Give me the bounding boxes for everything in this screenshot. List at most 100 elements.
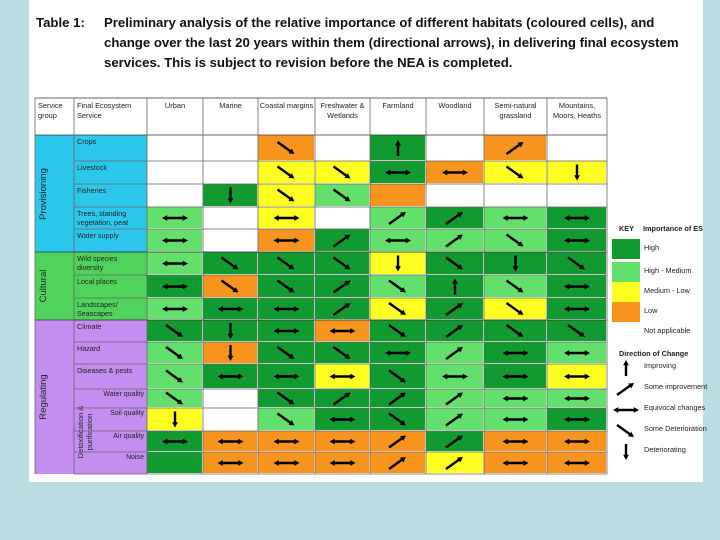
cell-soil-quality-woodland [426,408,484,431]
arrow-both-icon [564,416,590,423]
cell-noise-mountains-moors-heaths [547,452,607,474]
key-arrow-down-icon [623,444,629,460]
arrow-both-icon [502,373,529,380]
cell-water-supply-freshwater-wetlands [315,229,370,252]
key-direction-label-deteriorating: Deteriorating [644,445,686,454]
cell-livestock-semi-natural-grassland [484,161,547,184]
arrow-down-right-icon [505,279,524,293]
arrow-up-right-icon [388,212,406,225]
cell-diseases-pests-freshwater-wetlands [315,364,370,389]
cell-climate-coastal-margins [258,320,315,342]
service-label-fisheries: Fisheries [77,186,107,195]
service-label-trees-standing-vegetation-peat: Trees, standing vegetation, peat [77,209,129,227]
cell-crops-marine [203,135,258,161]
group-label-detoxification: Detoxification & purification [76,405,94,458]
arrow-both-icon [564,215,590,221]
cell-water-quality-mountains-moors-heaths [547,389,607,408]
cell-water-quality-semi-natural-grassland [484,389,547,408]
arrow-up-right-icon [445,392,463,406]
cell-hazard-freshwater-wetlands [315,342,370,364]
arrow-both-icon [329,438,356,445]
header-habitat-semi-natural-grassland: Semi-natural grassland [494,101,537,120]
cell-wild-species-diversity-urban [147,252,203,275]
cell-air-quality-urban [147,431,203,452]
group-label-regulating: Regulating [38,374,49,420]
group-regulating [35,320,74,474]
arrow-down-right-icon [220,279,239,293]
arrow-down-right-icon [388,302,406,315]
arrow-both-icon [162,306,188,312]
cell-hazard-woodland [426,342,484,364]
service-cell-fisheries [74,184,147,207]
header-service-group: Service group [38,101,63,120]
arrow-down-icon [227,345,234,361]
arrow-down-right-icon [165,391,183,405]
cell-water-quality-freshwater-wetlands [315,389,370,408]
arrow-down-right-icon [567,324,585,337]
arrow-up-icon [395,140,401,156]
arrow-down-icon [512,255,519,272]
cell-diseases-pests-mountains-moors-heaths [547,364,607,389]
cell-soil-quality-marine [203,408,258,431]
cell-livestock-mountains-moors-heaths [547,161,607,184]
cell-local-places-mountains-moors-heaths [547,275,607,298]
service-label-noise: Noise [126,454,144,461]
header-habitat-farmland: Farmland [382,101,414,110]
cell-air-quality-marine [203,431,258,452]
cell-crops-woodland [426,135,484,161]
cell-water-supply-woodland [426,229,484,252]
cell-trees-standing-vegetation-peat-coastal-margins [258,207,315,229]
service-cell-climate [74,320,147,342]
table-title-label: Table 1: [36,15,85,30]
arrow-down-right-icon [388,369,406,383]
service-cell-trees-standing-vegetation-peat [74,207,147,229]
arrow-both-icon [502,395,529,402]
service-label-air-quality: Air quality [113,433,144,440]
arrow-both-icon [162,237,188,244]
cell-wild-species-diversity-freshwater-wetlands [315,252,370,275]
arrow-down-right-icon [505,233,524,247]
key-direction-label-some-deterioration: Some Deterioration [644,424,707,433]
arrow-down-right-icon [505,165,524,179]
arrow-both-icon [502,350,529,356]
arrow-both-icon [162,260,188,267]
arrow-both-icon [273,306,300,312]
key-title: KEY [619,224,635,233]
key-swatch-medium-low [612,282,640,302]
cell-water-supply-semi-natural-grassland [484,229,547,252]
arrow-up-right-icon [388,457,406,470]
service-cell-livestock [74,161,147,184]
table-title-text: Preliminary analysis of the relative imp… [104,15,679,70]
cell-hazard-marine [203,342,258,364]
arrow-down-icon [574,164,580,181]
arrow-up-right-icon [332,280,351,294]
group-label-cultural: Cultural [38,269,49,303]
arrow-down-right-icon [445,256,463,270]
arrow-down-icon [395,255,401,272]
cell-air-quality-coastal-margins [258,431,315,452]
arrow-down-right-icon [276,279,295,293]
key-direction-label-some-improvement: Some improvement [644,382,708,391]
cell-landscapes-seascapes-marine [203,298,258,320]
cell-water-supply-farmland [370,229,426,252]
cell-wild-species-diversity-woodland [426,252,484,275]
key-direction-title: Direction of Change [619,349,689,358]
cell-fisheries-marine [203,184,258,207]
cell-water-quality-woodland [426,389,484,408]
arrow-both-icon [502,215,529,221]
cell-local-places-urban [147,275,203,298]
cell-trees-standing-vegetation-peat-semi-natural-grassland [484,207,547,229]
service-cell-crops [74,135,147,161]
arrow-down-right-icon [220,256,239,270]
cell-local-places-marine [203,275,258,298]
arrow-up-right-icon [505,142,524,155]
arrow-both-icon [329,460,356,466]
key-swatch-high-medium [612,262,640,282]
cell-hazard-farmland [370,342,426,364]
arrow-up-right-icon [332,234,351,248]
service-label-climate: Climate [77,322,102,331]
cell-climate-marine [203,320,258,342]
arrow-both-icon [162,283,188,290]
service-cell-landscapes-seascapes [74,298,147,320]
service-label-local-places: Local places [77,277,117,286]
